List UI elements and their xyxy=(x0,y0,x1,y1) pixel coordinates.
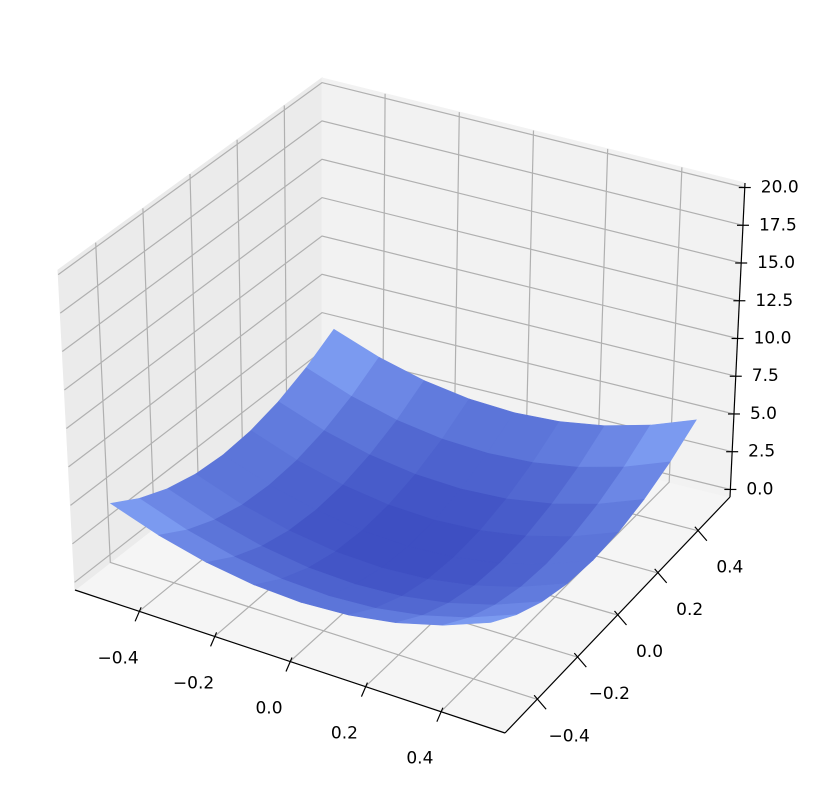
z-tick-label: 12.5 xyxy=(755,291,793,311)
z-tick-label: 10.0 xyxy=(754,328,792,348)
y-tick xyxy=(654,568,668,584)
y-tick xyxy=(694,526,708,542)
z-tick-label: 2.5 xyxy=(748,442,775,462)
z-tick-label: 7.5 xyxy=(752,366,779,386)
grid-line xyxy=(64,196,740,391)
x-tick-label: 0.2 xyxy=(331,724,358,744)
surface-face xyxy=(443,614,517,626)
z-tick-label: 20.0 xyxy=(761,178,799,198)
grid-line xyxy=(66,235,738,429)
y-tick-label: −0.2 xyxy=(589,684,630,704)
x-tick-label: 0.4 xyxy=(406,749,433,769)
x-tick xyxy=(436,707,444,722)
grid-line xyxy=(59,120,744,314)
grid-line xyxy=(440,167,683,713)
y-tick xyxy=(614,610,627,626)
x-tick xyxy=(360,682,368,697)
y-tick-label: −0.4 xyxy=(549,726,590,746)
z-tick-label: 17.5 xyxy=(759,215,797,235)
y-tick xyxy=(533,694,547,710)
z-tick-label: 0.0 xyxy=(746,479,773,499)
x-tick-label: −0.4 xyxy=(97,648,138,668)
y-tick xyxy=(573,652,587,668)
y-tick-label: 0.4 xyxy=(716,558,743,578)
x-tick xyxy=(285,657,293,672)
y-tick-label: 0.2 xyxy=(676,600,703,620)
z-tick-label: 5.0 xyxy=(750,404,777,424)
grid-line xyxy=(61,158,742,352)
x-tick-label: −0.2 xyxy=(173,673,214,693)
grid-line xyxy=(57,81,745,276)
grid-line xyxy=(95,242,538,700)
y-tick-label: 0.0 xyxy=(636,642,663,662)
grid-line xyxy=(68,273,736,468)
z-tick-label: 15.0 xyxy=(757,253,795,273)
x-tick xyxy=(134,607,142,622)
grid-line xyxy=(70,311,735,506)
x-tick-label: 0.0 xyxy=(255,699,282,719)
z-axis-line xyxy=(729,182,746,498)
x-tick xyxy=(210,632,218,647)
